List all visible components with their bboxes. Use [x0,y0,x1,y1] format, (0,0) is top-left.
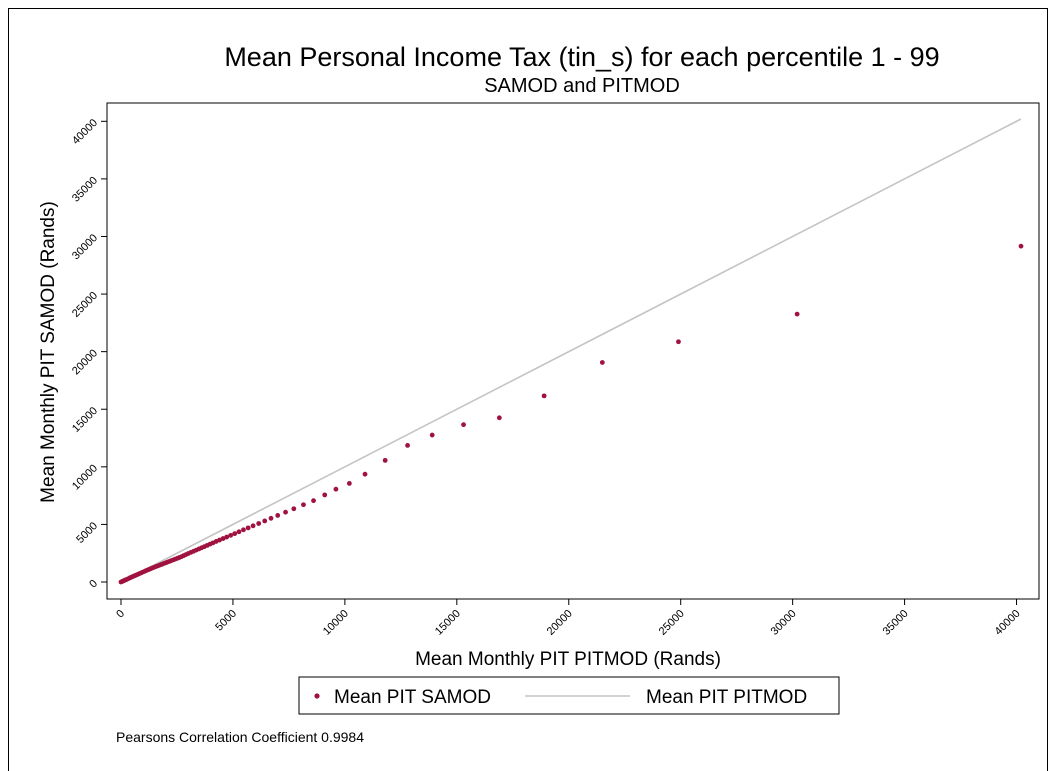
chart-title: Mean Personal Income Tax (tin_s) for eac… [224,42,939,72]
y-tick-label: 40000 [70,117,100,147]
data-point-samod [676,339,681,345]
data-point-samod [541,393,547,399]
legend-marker-samod [314,693,320,699]
data-point-samod [275,513,281,518]
y-axis-ticks: 0 5000 10000 15000 20000 25000 30000 35000 40000 [70,117,107,591]
data-point-samod [262,518,268,524]
data-point-samod [232,531,238,537]
chart-frame [8,8,1048,771]
data-point-samod [256,521,262,526]
data-point-samod [291,506,297,512]
y-tick-label: 35000 [70,175,100,205]
data-point-samod [794,311,800,317]
y-tick-label: 15000 [70,405,100,435]
y-tick-label: 0 [87,578,100,591]
data-point-samod [245,525,251,531]
data-point-samod [236,529,242,535]
data-point-samod [268,515,274,521]
plot-area [106,102,1040,600]
x-tick-label: 25000 [657,608,687,638]
data-point-samod [228,532,234,538]
data-point-samod [362,471,368,477]
legend-label-samod: Mean PIT SAMOD [334,687,491,708]
data-point-samod [496,415,502,421]
data-point-samod [220,536,226,541]
legend: Mean PIT SAMOD Mean PIT PITMOD [298,676,840,715]
data-point-samod [382,457,388,463]
x-tick-label: 30000 [769,608,799,638]
x-tick-label: 10000 [321,608,351,638]
x-tick-label: 0 [114,608,127,621]
data-point-samod [333,486,339,492]
data-point-samod [405,443,410,448]
data-point-samod [346,481,352,486]
x-tick-label: 5000 [213,608,239,634]
legend-label-pitmod: Mean PIT PITMOD [646,687,807,708]
x-tick-label: 40000 [993,608,1023,638]
data-point-samod [224,534,230,540]
chart-subtitle: SAMOD and PITMOD [484,75,680,97]
y-tick-label: 25000 [70,290,100,320]
x-axis-ticks: 0 5000 10000 15000 20000 25000 30000 35000 40000 [114,599,1023,638]
x-axis-label: Mean Monthly PIT PITMOD (Rands) [415,649,721,670]
y-tick-label: 10000 [70,462,100,492]
x-tick-label: 35000 [881,608,911,638]
y-tick-label: 20000 [70,347,100,377]
data-point-samod [217,537,222,543]
correlation-annotation: Pearsons Correlation Coefficient 0.9984 [116,729,364,745]
data-point-samod [1018,243,1024,249]
x-tick-label: 15000 [433,608,463,638]
x-tick-label: 20000 [545,608,575,638]
reference-line-pitmod [120,118,1022,583]
y-axis-label: Mean Monthly PIT SAMOD (Rands) [38,201,59,503]
y-tick-label: 5000 [74,520,100,546]
data-point-samod [461,422,466,428]
data-point-samod [599,360,605,365]
data-point-samod [322,492,328,498]
y-tick-label: 30000 [70,232,100,262]
data-point-samod [311,498,316,504]
data-point-samod [429,432,435,438]
data-point-samod [250,523,256,529]
data-point-samod [283,509,288,515]
data-point-samod [241,527,246,533]
series-layer [118,118,1024,585]
data-point-samod [301,502,306,508]
